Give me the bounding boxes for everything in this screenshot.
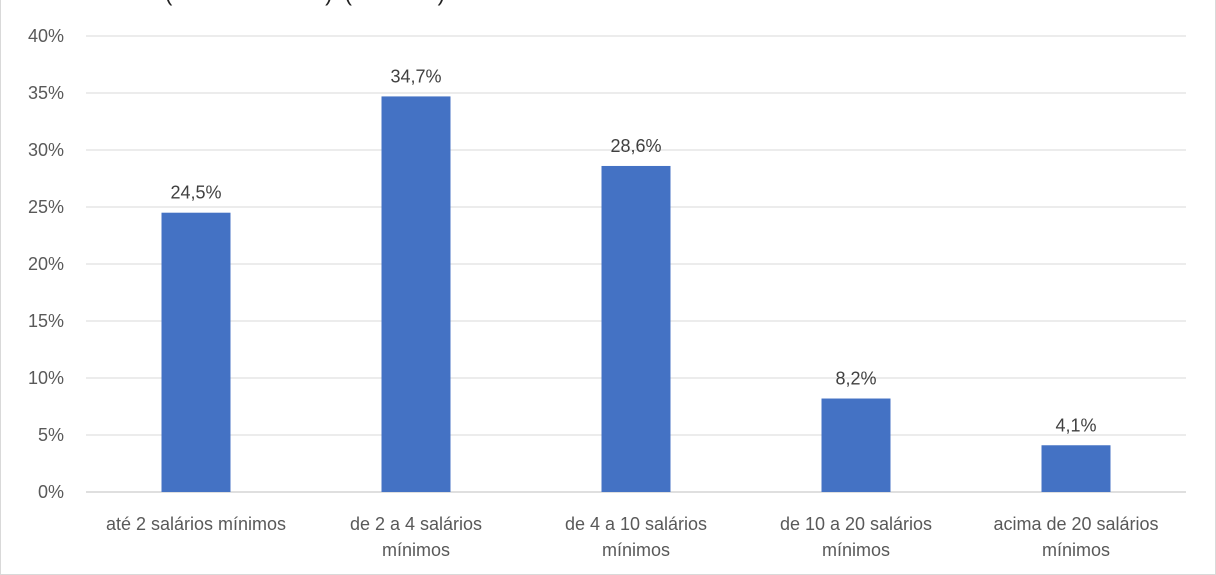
category-label: de 10 a 20 salários — [780, 514, 932, 534]
y-tick-label: 40% — [28, 26, 64, 46]
x-axis-categories: até 2 salários mínimos de 2 a 4 salários m… — [106, 514, 1159, 560]
bar — [381, 96, 451, 493]
data-labels: 24,5% 34,7% 28,6% 8,2% 4,1% — [170, 66, 1096, 435]
y-tick-label: 30% — [28, 140, 64, 160]
category-label: de 4 a 10 salários — [565, 514, 707, 534]
y-tick-label: 25% — [28, 197, 64, 217]
data-label: 4,1% — [1055, 415, 1096, 435]
bars — [161, 96, 1111, 493]
data-label: 28,6% — [610, 136, 661, 156]
y-tick-label: 15% — [28, 311, 64, 331]
category-label: mínimos — [822, 540, 890, 560]
y-axis-ticks: 0% 5% 10% 15% 20% 25% 30% 35% 40% — [28, 26, 64, 502]
data-label: 24,5% — [170, 183, 221, 203]
data-label: 34,7% — [390, 66, 441, 86]
cropped-title-fragment: ( ) ( ) — [165, 0, 445, 9]
y-tick-label: 35% — [28, 83, 64, 103]
category-label: mínimos — [382, 540, 450, 560]
bar — [161, 212, 231, 492]
y-tick-label: 5% — [38, 425, 64, 445]
category-label: mínimos — [602, 540, 670, 560]
category-label: até 2 salários mínimos — [106, 514, 286, 534]
bar — [601, 165, 671, 492]
category-label: acima de 20 salários — [993, 514, 1158, 534]
gridlines — [86, 35, 1186, 493]
y-tick-label: 0% — [38, 482, 64, 502]
category-label: de 2 a 4 salários — [350, 514, 482, 534]
data-label: 8,2% — [835, 369, 876, 389]
y-tick-label: 20% — [28, 254, 64, 274]
bar — [821, 398, 891, 492]
bar — [1041, 445, 1111, 492]
category-label: mínimos — [1042, 540, 1110, 560]
y-tick-label: 10% — [28, 368, 64, 388]
